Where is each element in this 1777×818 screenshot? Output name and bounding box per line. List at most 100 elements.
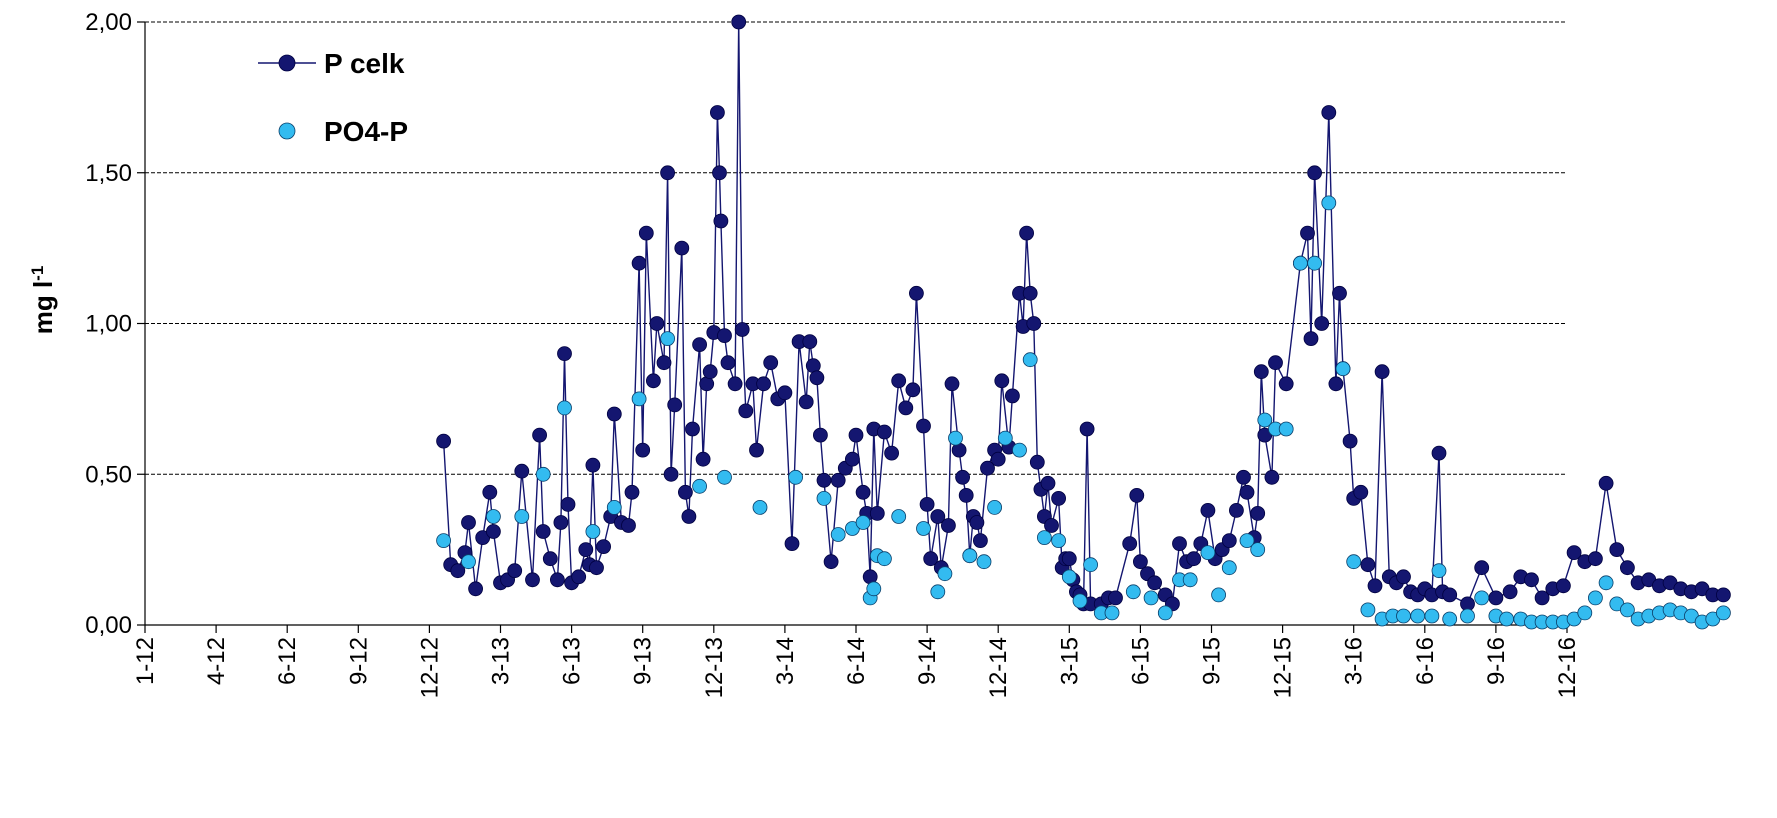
p-celk-point bbox=[525, 572, 540, 588]
p-celk-point bbox=[763, 355, 779, 371]
y-axis-title-superscript: -1 bbox=[28, 266, 47, 281]
x-tick-label: 3-14 bbox=[772, 637, 799, 685]
p-celk-point bbox=[1442, 587, 1458, 603]
x-tick-label: 4-12 bbox=[203, 637, 230, 685]
po4-p-point bbox=[606, 499, 622, 515]
x-tick-label: 9-12 bbox=[345, 637, 372, 685]
p-celk-point bbox=[1022, 285, 1038, 301]
p-celk-point bbox=[514, 463, 530, 479]
p-celk-point bbox=[1019, 225, 1034, 241]
po4-p-point bbox=[1431, 563, 1447, 579]
p-celk-point bbox=[685, 421, 700, 437]
p-celk-point bbox=[550, 572, 565, 588]
p-celk-point bbox=[1026, 316, 1042, 331]
po4-p-point bbox=[1257, 412, 1273, 428]
po4-p-point bbox=[1278, 421, 1294, 437]
p-celk-point bbox=[1314, 316, 1330, 331]
p-celk-point bbox=[809, 370, 825, 386]
x-tick-label: 12-15 bbox=[1270, 637, 1297, 698]
p-celk-point bbox=[980, 460, 995, 476]
p-celk-point bbox=[702, 364, 718, 380]
p-celk-point bbox=[869, 506, 885, 521]
p-celk-point bbox=[1716, 587, 1731, 603]
po4-p-point bbox=[997, 430, 1013, 446]
p-celk-point bbox=[734, 322, 750, 337]
p-celk-point bbox=[557, 346, 572, 362]
p-celk-point bbox=[713, 213, 729, 229]
x-tick-label: 3-13 bbox=[488, 637, 515, 685]
po4-p-point bbox=[514, 509, 530, 524]
p-celk-point bbox=[845, 451, 860, 467]
p-celk-point bbox=[436, 433, 452, 449]
y-tick-label: 0,50 bbox=[85, 461, 132, 488]
po4-p-point bbox=[1051, 533, 1066, 548]
x-tick-label: 6-15 bbox=[1127, 637, 1154, 685]
p-celk-point bbox=[1598, 475, 1614, 491]
p-celk-point bbox=[535, 524, 551, 539]
p-celk-point bbox=[560, 496, 576, 512]
y-tick-labels: 0,00 0,50 1,00 1,50 2,00 bbox=[85, 9, 132, 639]
po4-p-point bbox=[436, 533, 452, 548]
p-celk-point bbox=[1620, 560, 1635, 576]
po4-p-point bbox=[1442, 611, 1458, 627]
p-celk-point bbox=[891, 373, 907, 389]
x-tick-label: 6-14 bbox=[843, 637, 870, 685]
po4-p-point bbox=[485, 509, 501, 524]
p-celk-point bbox=[660, 165, 675, 181]
po4-p-point bbox=[877, 551, 892, 567]
legend-label-po4-p: PO4-P bbox=[324, 116, 408, 147]
p-celk-point bbox=[1556, 578, 1571, 594]
p-celk-point bbox=[667, 397, 683, 413]
p-celk-point bbox=[813, 427, 828, 443]
p-celk-point bbox=[884, 445, 899, 461]
p-celk-point bbox=[1239, 484, 1255, 500]
legend-marker-p-celk bbox=[278, 54, 296, 72]
p-celk-point bbox=[1303, 331, 1319, 347]
y-tick-label: 1,50 bbox=[85, 160, 132, 187]
po4-p-point bbox=[1499, 611, 1514, 627]
p-celk-point bbox=[635, 442, 651, 458]
po4-p-point bbox=[976, 554, 992, 570]
po4-p-point bbox=[1598, 575, 1614, 591]
p-celk-point bbox=[756, 376, 771, 392]
po4-p-point bbox=[1577, 605, 1593, 621]
po4-p-point bbox=[962, 548, 978, 564]
p-celk-point bbox=[990, 451, 1006, 467]
po4-p-point bbox=[557, 400, 572, 416]
p-celk-point bbox=[1534, 590, 1550, 606]
po4-p-point bbox=[1083, 557, 1098, 573]
po4-p-point bbox=[830, 527, 846, 542]
p-celk-point bbox=[571, 569, 587, 585]
po4-p-point bbox=[585, 524, 601, 539]
p-celk-point bbox=[731, 14, 747, 30]
p-celk-point bbox=[905, 382, 921, 398]
p-celk-point bbox=[649, 316, 665, 331]
po4-p-point bbox=[1200, 545, 1216, 560]
y-axis-title-text: mg l bbox=[28, 281, 58, 334]
po4-p-point bbox=[1335, 361, 1351, 377]
p-celk-point bbox=[596, 539, 611, 554]
p-celk-point bbox=[930, 509, 946, 524]
po4-p-point bbox=[916, 521, 931, 536]
p-celk-point bbox=[606, 406, 622, 422]
p-celk-point bbox=[749, 442, 764, 458]
x-tick-label: 9-16 bbox=[1483, 637, 1510, 685]
po4-p-point bbox=[816, 490, 832, 506]
p-celk-point bbox=[1133, 554, 1148, 570]
p-celk-point bbox=[1488, 590, 1504, 606]
p-celk-point bbox=[916, 418, 931, 434]
p-celk-point bbox=[1367, 578, 1383, 594]
p-celk-point bbox=[681, 509, 697, 524]
p-celk-point bbox=[958, 487, 974, 503]
gridlines bbox=[145, 21, 1567, 475]
po4-p-point bbox=[1396, 608, 1411, 624]
x-tick-label: 12-14 bbox=[985, 637, 1012, 698]
p-celk-point bbox=[898, 400, 914, 416]
p-celk-point bbox=[646, 373, 661, 389]
p-celk-point bbox=[1172, 536, 1187, 551]
p-celk-point bbox=[1474, 560, 1490, 576]
y-tick-label: 0,00 bbox=[85, 612, 132, 639]
po4-p-point bbox=[1250, 542, 1266, 557]
x-tick-label: 3-16 bbox=[1341, 637, 1368, 685]
y-axis-title: mg l-1 bbox=[28, 266, 58, 335]
